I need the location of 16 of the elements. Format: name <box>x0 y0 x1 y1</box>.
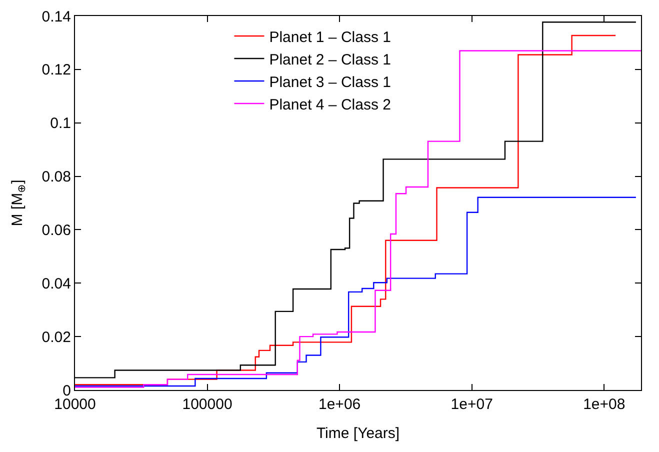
x-axis-title: Time [Years] <box>316 425 400 442</box>
x-tick-label: 100000 <box>182 396 232 413</box>
y-tick-label: 0.14 <box>42 8 71 26</box>
y-tick-label: 0.08 <box>42 168 71 186</box>
x-tick-label: 1e+06 <box>318 396 361 413</box>
x-tick-label: 1e+07 <box>450 396 493 413</box>
legend-label: Planet 4 – Class 2 <box>269 96 391 114</box>
legend-label: Planet 3 – Class 1 <box>269 74 391 91</box>
y-tick-label: 0.06 <box>42 222 71 239</box>
y-tick-label: 0.12 <box>42 62 71 79</box>
y-tick-label: 0.02 <box>42 328 71 346</box>
legend-label: Planet 1 – Class 1 <box>269 28 391 46</box>
legend-label: Planet 2 – Class 1 <box>269 51 391 68</box>
y-tick-label: 0.04 <box>42 275 71 292</box>
y-tick-label: 0.1 <box>50 115 71 132</box>
x-tick-label: 1e+08 <box>583 396 626 413</box>
